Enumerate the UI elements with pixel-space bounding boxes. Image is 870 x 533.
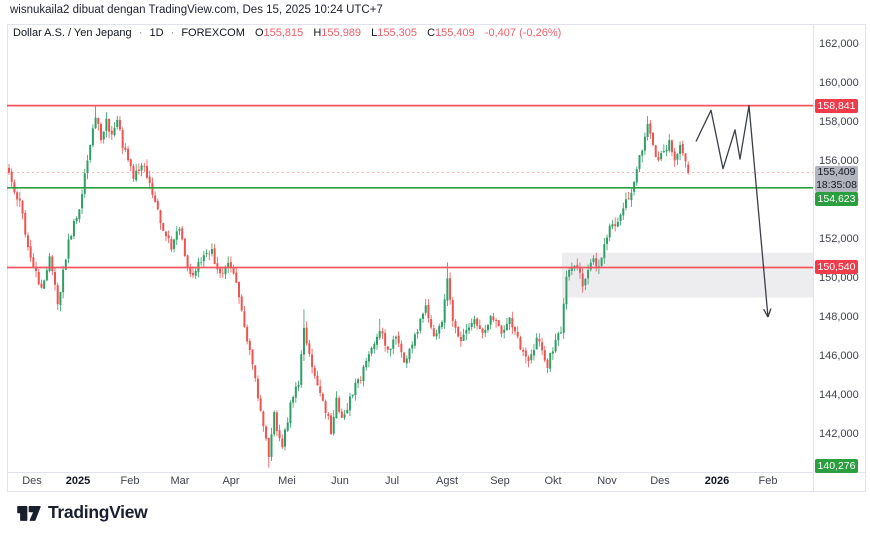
time-axis-tick: 2025 bbox=[65, 475, 91, 487]
price-label-support: 154,623 bbox=[815, 192, 858, 207]
time-axis-tick: Okt bbox=[544, 475, 562, 487]
price-label-support-lower: 150,540 bbox=[815, 260, 858, 275]
symbol-legend: Dollar A.S. / Yen Jepang · 1D · FOREXCOM… bbox=[13, 27, 561, 39]
time-axis-tick: Jun bbox=[331, 475, 349, 487]
close-value: 155,409 bbox=[435, 27, 475, 39]
symbol-name: Dollar A.S. / Yen Jepang bbox=[13, 27, 132, 39]
time-axis-tick: Apr bbox=[222, 475, 240, 487]
high-value: 155,989 bbox=[321, 27, 362, 39]
price-axis-separator bbox=[813, 24, 814, 492]
timeframe-label: 1D bbox=[149, 27, 164, 39]
price-axis-tick: 142,000 bbox=[819, 427, 859, 440]
price-axis-tick: 144,000 bbox=[819, 388, 859, 401]
tradingview-logo-icon bbox=[17, 506, 41, 521]
candlestick-series[interactable] bbox=[8, 105, 690, 468]
price-axis-tick: 150,000 bbox=[819, 271, 859, 284]
change-value: -0,407 (-0,26%) bbox=[484, 27, 562, 39]
chart-pane-border bbox=[7, 24, 866, 492]
time-axis-tick: Des bbox=[22, 475, 42, 487]
last-price-value: 155,409 bbox=[817, 165, 856, 178]
price-axis-tick: 162,000 bbox=[819, 37, 859, 50]
projection-path-drawing[interactable] bbox=[695, 104, 769, 318]
time-axis-tick: Des bbox=[650, 475, 670, 487]
legend-separator: · bbox=[138, 27, 143, 39]
supply-demand-zone[interactable] bbox=[562, 252, 813, 298]
open-key: O bbox=[254, 27, 264, 39]
low-value: 155,305 bbox=[377, 27, 417, 39]
time-axis-tick: Feb bbox=[758, 475, 778, 487]
time-axis-tick: Mei bbox=[278, 475, 296, 487]
legend-separator: · bbox=[170, 27, 175, 39]
projection-arrowhead bbox=[763, 308, 769, 318]
attribution-text: wisnukaila2 dibuat dengan TradingView.co… bbox=[10, 4, 383, 16]
price-label-low: 140,276 bbox=[815, 459, 858, 473]
price-axis-tick: 146,000 bbox=[819, 349, 859, 362]
high-key: H bbox=[313, 27, 322, 39]
tradingview-logo-text: TradingView bbox=[48, 502, 148, 522]
time-axis-tick: Sep bbox=[490, 475, 510, 487]
time-axis-separator bbox=[7, 472, 866, 473]
last-price-label: 155,409 18:35:08 bbox=[815, 165, 858, 192]
low-key: L bbox=[371, 27, 378, 39]
time-axis-tick: Feb bbox=[120, 475, 140, 487]
bar-countdown: 18:35:08 bbox=[816, 178, 857, 191]
time-axis-tick: Mar bbox=[170, 475, 190, 487]
price-axis-tick: 152,000 bbox=[819, 232, 859, 245]
price-label-resistance: 158,841 bbox=[815, 98, 858, 113]
projection-arrowhead bbox=[767, 308, 772, 318]
time-axis-tick: Jul bbox=[384, 475, 400, 487]
price-axis-tick: 158,000 bbox=[819, 115, 859, 128]
price-axis-tick: 160,000 bbox=[819, 76, 859, 89]
open-value: 155,815 bbox=[263, 27, 304, 39]
time-axis-tick: 2026 bbox=[704, 475, 730, 487]
price-axis-tick: 148,000 bbox=[819, 310, 859, 323]
exchange-label: FOREXCOM bbox=[181, 27, 245, 39]
close-key: C bbox=[427, 27, 436, 39]
time-axis-tick: Agst bbox=[435, 475, 459, 487]
price-axis-tick: 156,000 bbox=[819, 154, 859, 167]
tradingview-logo[interactable]: TradingView bbox=[16, 502, 148, 523]
time-axis-tick: Nov bbox=[597, 475, 617, 487]
